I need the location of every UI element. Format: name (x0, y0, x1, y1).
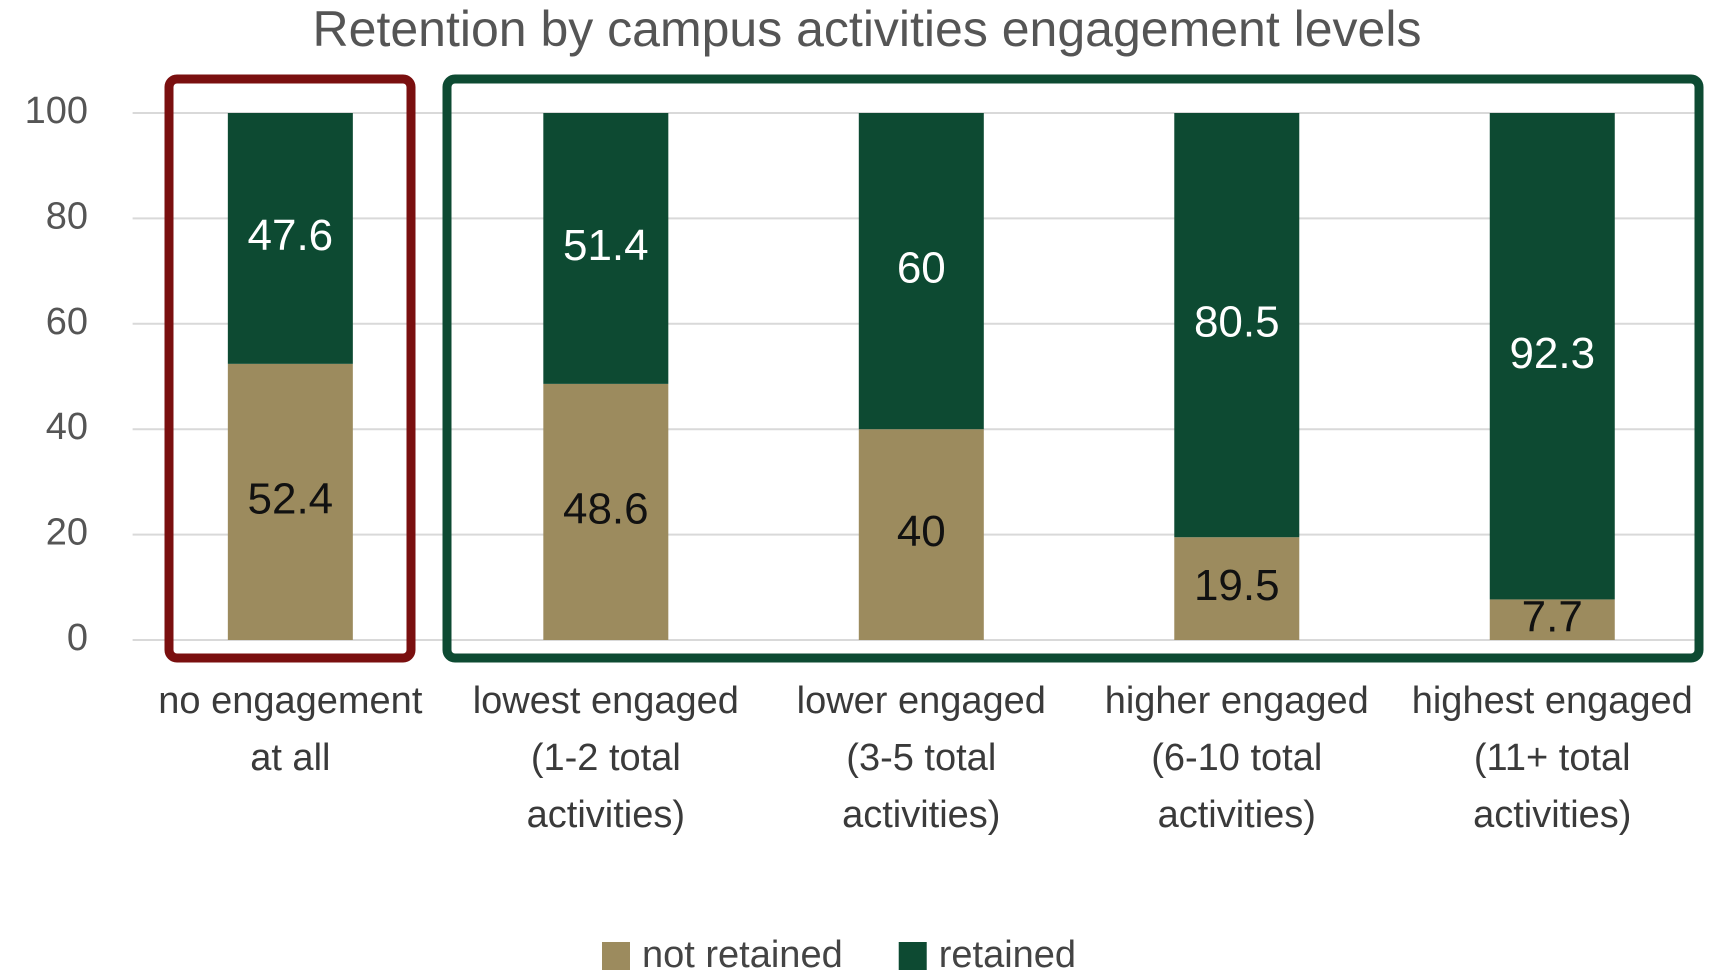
x-tick-label: lower engaged (3-5 total activities) (796, 680, 1046, 836)
legend-label: retained (939, 934, 1076, 975)
x-tick-label: higher engaged (6-10 total activities) (1104, 680, 1369, 836)
y-tick-label: 0 (67, 617, 88, 659)
data-label: 7.7 (1522, 592, 1583, 641)
y-tick-label: 60 (46, 301, 88, 343)
bar-segment (227, 113, 353, 364)
bar-segment (1489, 599, 1615, 640)
bar-segment (543, 113, 669, 384)
highlight-box (164, 74, 416, 663)
data-label: 47.6 (248, 211, 334, 260)
legend-swatch (898, 942, 927, 970)
bar-segment (1489, 113, 1615, 600)
bar-segment (543, 383, 669, 640)
highlight-box (442, 74, 1704, 663)
data-label: 92.3 (1509, 329, 1595, 378)
y-tick-label: 20 (46, 512, 88, 554)
legend-swatch (602, 942, 630, 970)
x-tick-label: no engagement at all (158, 680, 423, 779)
chart-title: Retention by campus activities engagemen… (313, 1, 1422, 57)
bar-segment (227, 363, 353, 640)
data-label: 48.6 (563, 485, 649, 534)
y-tick-label: 100 (25, 90, 88, 132)
data-label: 80.5 (1194, 298, 1280, 347)
data-label: 52.4 (248, 475, 334, 524)
legend-label: not retained (642, 934, 843, 975)
data-label: 51.4 (563, 221, 649, 270)
bar-segment (858, 429, 984, 640)
data-label: 40 (897, 507, 946, 556)
y-tick-label: 40 (46, 406, 88, 448)
y-tick-label: 80 (46, 195, 88, 237)
bar-segment (1174, 537, 1300, 640)
bar-segment (858, 113, 984, 430)
bar-segment (1174, 113, 1300, 538)
data-label: 19.5 (1194, 561, 1280, 610)
data-label: 60 (897, 244, 946, 293)
x-tick-label: lowest engaged (1-2 total activities) (472, 680, 739, 836)
x-tick-label: highest engaged (11+ total activities) (1411, 680, 1693, 836)
